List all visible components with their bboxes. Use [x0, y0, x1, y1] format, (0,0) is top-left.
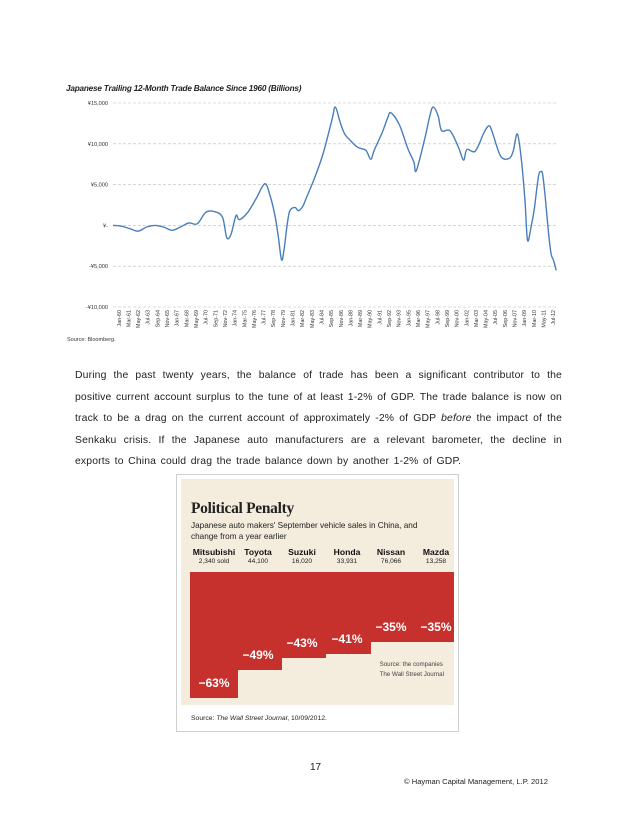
figure-title: Political Penalty — [191, 500, 294, 517]
y-tick-label: ¥- — [103, 223, 108, 229]
x-tick-label: Nov-65 — [165, 310, 171, 327]
trade-balance-line-chart: ¥15,000 ¥10,000 ¥5,000 ¥- -¥5,000 -¥10,000 Jan… — [86, 101, 557, 328]
bar — [234, 572, 282, 670]
x-tick-label: Mar-89 — [358, 310, 364, 327]
y-tick-label: ¥5,000 — [91, 183, 108, 189]
caption-date: , 10/09/2012. — [287, 715, 327, 722]
bar-category-label: Toyota — [244, 547, 272, 557]
paragraph-text-2: the impact of the Senkaku crisis. If the… — [75, 413, 562, 467]
bar-sales-label: 13,258 — [425, 558, 447, 565]
figure-subtitle: Japanese auto makers' September vehicle … — [191, 521, 418, 541]
x-tick-label: May-97 — [426, 310, 432, 328]
x-tick-label: Jan-02 — [464, 310, 470, 326]
figure-source: Source: the companies The Wall Street Jo… — [380, 660, 444, 679]
chart-source: Source: Bloomberg. — [67, 337, 116, 343]
x-tick-label: Jan-74 — [233, 310, 239, 326]
x-tick-label: Nov-00 — [455, 310, 461, 327]
paragraph-text-1: During the past twenty years, the balanc… — [75, 370, 562, 424]
x-tick-label: Sep-99 — [445, 310, 451, 327]
y-tick-label: -¥5,000 — [89, 264, 108, 270]
bar-value-label: −35% — [420, 620, 452, 634]
bar-value-label: −41% — [331, 632, 363, 646]
political-penalty-figure: Political Penalty Japanese auto makers' … — [176, 474, 459, 732]
y-tick-label: ¥10,000 — [88, 142, 108, 148]
x-tick-label: Sep-92 — [387, 310, 393, 327]
x-tick-label: Nov-86 — [339, 310, 345, 327]
x-tick-label: Jul-91 — [377, 310, 383, 325]
x-tick-label: May-11 — [542, 310, 548, 328]
x-tick-label: Mar-10 — [532, 310, 538, 327]
x-tick-label: Nov-79 — [281, 310, 287, 327]
bar — [367, 572, 415, 642]
bar-sales-label: 2,340 sold — [198, 558, 230, 565]
page-number: 17 — [310, 762, 322, 773]
x-tick-label: Jan-88 — [348, 310, 354, 326]
x-tick-label: Sep-71 — [213, 310, 219, 327]
figure-caption: Source: The Wall Street Journal, 10/09/2… — [191, 715, 327, 722]
x-tick-label: Mar-03 — [474, 310, 480, 327]
x-tick-label: Mar-82 — [300, 310, 306, 327]
x-tick-label: May-04 — [484, 310, 490, 328]
x-tick-label: May-90 — [368, 310, 374, 328]
x-tick-label: Jul-70 — [204, 310, 210, 325]
x-tick-label: Jan-60 — [117, 310, 123, 326]
bar-category-label: Nissan — [376, 547, 406, 557]
bar — [278, 572, 326, 658]
y-tick-label: ¥15,000 — [88, 101, 108, 107]
x-tick-label: Jan-67 — [175, 310, 181, 326]
x-tick-label: Mar-75 — [242, 310, 248, 327]
bar-value-label: −35% — [375, 620, 407, 634]
bar-value-label: −63% — [198, 676, 230, 690]
bar — [190, 572, 238, 698]
x-tick-label: Nov-07 — [513, 310, 519, 327]
x-tick-label: Mar-61 — [126, 310, 132, 327]
body-paragraph: During the past twenty years, the balanc… — [75, 365, 562, 473]
bar-category-label: Mitsubishi — [192, 547, 236, 557]
x-tick-label: Mar-96 — [416, 310, 422, 327]
bar-sales-label: 44,100 — [247, 558, 269, 565]
bar-value-label: −43% — [286, 636, 318, 650]
x-tick-label: May-62 — [136, 310, 142, 328]
x-tick-label: Jul-12 — [551, 310, 557, 325]
x-tick-label: Sep-78 — [271, 310, 277, 327]
y-tick-label: -¥10,000 — [86, 305, 108, 311]
x-tick-label: May-83 — [310, 310, 316, 328]
bar-sales-label: 76,066 — [380, 558, 402, 565]
x-tick-label: May-69 — [194, 310, 200, 328]
bar-category-label: Mazda — [422, 547, 450, 557]
figure-panel: Political Penalty Japanese auto makers' … — [181, 479, 454, 705]
x-tick-label: Jul-63 — [146, 310, 152, 325]
caption-prefix: Source: — [191, 715, 217, 722]
x-tick-label: Jul-98 — [435, 310, 441, 325]
bar-value-label: −49% — [242, 648, 274, 662]
x-tick-label: Nov-72 — [223, 310, 229, 327]
x-tick-label: May-76 — [252, 310, 258, 328]
x-tick-label: Sep-06 — [503, 310, 509, 327]
x-tick-label: Jan-09 — [522, 310, 528, 326]
x-tick-label: Sep-85 — [329, 310, 335, 327]
x-tick-label: Sep-64 — [155, 310, 161, 327]
chart-title: Japanese Trailing 12-Month Trade Balance… — [66, 84, 302, 93]
bar-category-label: Honda — [333, 547, 361, 557]
paragraph-emphasis: before — [441, 413, 472, 424]
x-tick-label: Jan-81 — [291, 310, 297, 326]
x-tick-label: Jul-84 — [320, 310, 326, 325]
x-tick-label: Mar-68 — [184, 310, 190, 327]
bar-category-label: Suzuki — [288, 547, 316, 557]
bar-sales-label: 33,931 — [336, 558, 358, 565]
bar — [323, 572, 371, 654]
trade-balance-series-line — [112, 106, 557, 271]
x-tick-label: Jul-05 — [493, 310, 499, 325]
bar — [412, 572, 454, 642]
bar-sales-label: 16,020 — [291, 558, 313, 565]
x-tick-label: Jan-95 — [406, 310, 412, 326]
caption-publication: The Wall Street Journal — [216, 715, 288, 722]
x-tick-label: Nov-93 — [397, 310, 403, 327]
copyright-notice: © Hayman Capital Management, L.P. 2012 — [404, 777, 548, 786]
x-tick-label: Jul-77 — [262, 310, 268, 325]
figure-source-line-2: The Wall Street Journal — [379, 670, 444, 678]
figure-source-line-1: Source: the companies — [379, 661, 443, 668]
